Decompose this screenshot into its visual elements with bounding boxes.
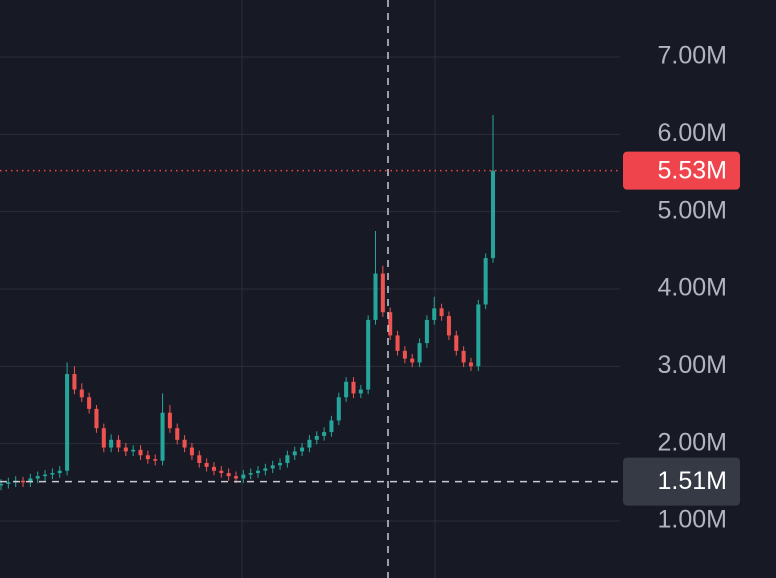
candle-body xyxy=(490,170,496,259)
candle-body xyxy=(395,335,400,351)
candle-body xyxy=(248,473,253,475)
candle-body xyxy=(197,455,202,464)
candle-body xyxy=(329,420,334,433)
candle-body xyxy=(373,273,378,320)
candle-body xyxy=(219,470,224,474)
candle-body xyxy=(109,439,114,448)
candle-body xyxy=(483,258,488,305)
crosshair-box xyxy=(623,457,740,506)
y-tick-label: 2.00M xyxy=(658,428,727,456)
candle-body xyxy=(270,465,275,469)
candle-body xyxy=(255,470,261,474)
candle-body xyxy=(388,312,393,336)
candle-body xyxy=(461,350,466,363)
candle-body xyxy=(6,482,11,484)
candle-body xyxy=(336,397,341,421)
y-tick-label: 7.00M xyxy=(658,42,727,70)
candle-body xyxy=(468,362,473,367)
candle-body xyxy=(402,350,407,359)
y-tick-label: 6.00M xyxy=(658,119,727,147)
candle-body xyxy=(160,412,165,461)
candle-body xyxy=(21,480,26,483)
crosshair-label: 1.51M xyxy=(658,467,727,495)
y-tick-label: 4.00M xyxy=(658,274,727,302)
candle-body xyxy=(167,412,172,429)
candle-body xyxy=(138,449,143,456)
candle-body xyxy=(28,478,33,483)
candle-body xyxy=(145,455,150,460)
candle-body xyxy=(380,273,385,313)
candle-body xyxy=(43,474,48,477)
candle-body xyxy=(211,466,216,471)
candle-body xyxy=(182,439,187,448)
candle-body xyxy=(233,476,239,479)
y-tick-label: 3.00M xyxy=(658,351,727,379)
candle-body xyxy=(35,476,40,479)
candle-body xyxy=(87,397,92,409)
candle-body xyxy=(314,435,319,440)
candle-body xyxy=(285,455,290,464)
candle-body xyxy=(101,428,106,448)
candle-body xyxy=(366,319,371,390)
candle-body xyxy=(153,459,158,461)
candle-body xyxy=(292,451,297,456)
candle-body xyxy=(57,470,62,474)
candle-body xyxy=(94,408,99,429)
candle-body xyxy=(50,473,55,475)
last-price-box xyxy=(623,151,740,190)
candle-body xyxy=(454,335,459,351)
candle-body xyxy=(263,468,268,471)
candle-body xyxy=(175,428,180,440)
candle-body xyxy=(72,374,77,390)
candle-body xyxy=(307,439,312,448)
candle-body xyxy=(358,389,363,394)
candle-body xyxy=(446,316,451,336)
y-tick-label: 1.00M xyxy=(658,506,727,534)
candle-body xyxy=(322,432,327,436)
y-tick-label: 5.00M xyxy=(658,196,727,224)
candle-body xyxy=(65,374,70,471)
candle-body xyxy=(278,463,283,466)
last-price-label: 5.53M xyxy=(658,156,727,184)
candle-body xyxy=(241,474,246,479)
candle-body xyxy=(204,463,209,467)
candle-body xyxy=(123,447,128,452)
candle-body xyxy=(410,358,415,363)
candle-body xyxy=(424,319,429,344)
candle-body xyxy=(417,343,422,363)
candle-body xyxy=(226,473,231,477)
overlay: 5.53M 1.51M xyxy=(0,151,740,506)
candle-body xyxy=(476,304,481,367)
grid: 1.00M 2.00M 3.00M 4.00M 5.00M 6.00M 7.00M xyxy=(0,42,727,534)
candles xyxy=(0,114,496,491)
candle-body xyxy=(300,447,305,452)
candle-body xyxy=(116,439,121,448)
candle-body xyxy=(439,308,444,317)
candle-body xyxy=(351,381,356,394)
candle-body xyxy=(79,389,84,398)
candle-body xyxy=(432,308,437,320)
candle-body xyxy=(0,483,4,486)
candle-body xyxy=(344,381,349,398)
candle-body xyxy=(131,449,136,452)
candle-body xyxy=(189,447,194,456)
